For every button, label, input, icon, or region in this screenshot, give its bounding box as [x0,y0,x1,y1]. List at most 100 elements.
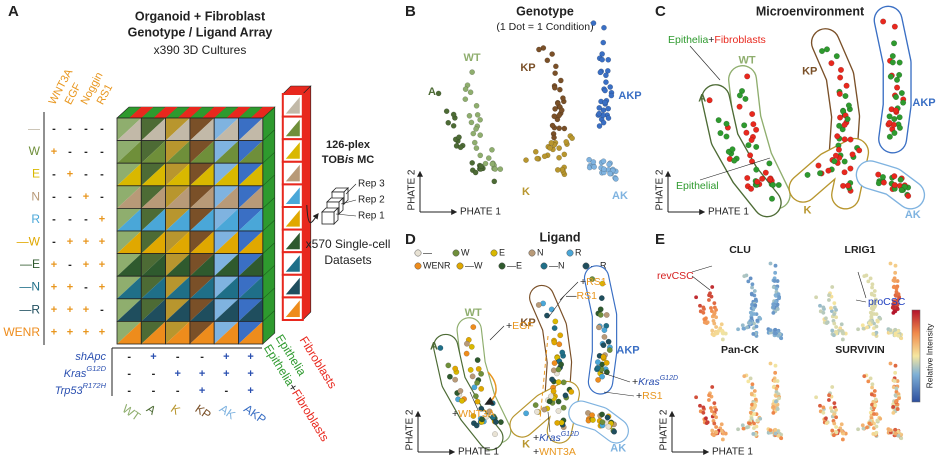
dot [736,327,740,332]
leader [855,299,867,303]
dot [891,302,896,307]
dot [895,279,900,283]
dot [555,408,562,414]
dot [753,303,758,308]
dot [849,151,856,158]
cell-genotype [238,140,263,164]
dot [875,318,880,323]
transition-arrow [484,371,497,405]
dot [887,73,894,80]
dot [836,90,843,97]
dot [861,426,866,431]
dot [870,282,875,287]
legend-swatch [540,262,548,270]
dot [893,370,898,375]
panel-title: Ligand [540,230,581,244]
dot [754,424,759,429]
legend-label: WENR [423,260,451,270]
sign: - [68,259,72,271]
dot [435,90,442,97]
dot [586,156,592,163]
dot [891,23,898,30]
cell-ligand [189,276,215,299]
leader [699,157,771,181]
sign: - [52,214,56,226]
dot [840,337,845,342]
dot [840,329,844,334]
dot [872,389,877,393]
legend-label: R [575,247,582,257]
dot [762,169,769,176]
dot [750,382,755,387]
sign: + [223,351,229,363]
annotation: +RS1 [580,276,607,288]
dot [896,333,901,338]
dot [474,398,481,405]
dot [748,310,753,315]
dot [753,403,758,408]
annotation-part: — [566,290,577,302]
dot [892,279,897,283]
dot [707,293,711,298]
cell-ligand [238,253,263,277]
cube-side-line [262,242,276,254]
dot [894,299,898,304]
dot [715,117,722,124]
dot [613,176,619,182]
cell-ligand [238,118,263,141]
leader [547,295,565,319]
dot [605,68,611,74]
cell-genotype [214,298,239,322]
dot [595,376,602,383]
genotype-label-part: Trp53 [55,385,84,397]
dot [447,373,453,380]
dot [752,412,756,416]
dot [746,279,751,284]
dot [748,276,753,281]
cell-genotype [214,276,239,299]
dot [597,306,604,313]
dot [829,306,833,310]
dot [552,70,558,76]
dot [710,285,715,289]
sign: + [247,351,253,363]
panel-title: Microenvironment [756,4,865,18]
dot [477,132,484,138]
fibroblast-chip [285,277,300,295]
transition-line [539,335,549,421]
cube-side-line [262,106,276,119]
axis-label: PHATE 1 [460,207,501,218]
dot [873,403,878,408]
dot [743,129,750,136]
column-label: WT [120,402,144,425]
rep-label: Rep 1 [358,211,385,222]
dot [888,328,893,333]
dot [824,316,828,321]
dot [599,373,606,380]
dot [827,393,831,398]
dot [773,363,778,368]
dot [478,370,485,377]
sign: - [52,236,56,248]
dot [889,59,896,66]
dot [821,310,826,315]
dot [824,416,828,421]
cell-ligand [189,185,215,209]
dot [475,366,482,372]
cell-ligand [214,208,239,231]
dot [723,120,730,127]
annotation-part: + [452,408,458,420]
dot [523,157,529,163]
dot [749,392,754,397]
dot [774,386,779,391]
dot [701,405,706,410]
cell-ligand [141,118,166,141]
dot [845,182,852,189]
colorbar [911,309,921,403]
sign: + [99,236,105,248]
dot [541,153,548,160]
cell-ligand [141,140,166,164]
dot [731,157,738,164]
dot [589,276,596,282]
cell-genotype [214,163,239,186]
